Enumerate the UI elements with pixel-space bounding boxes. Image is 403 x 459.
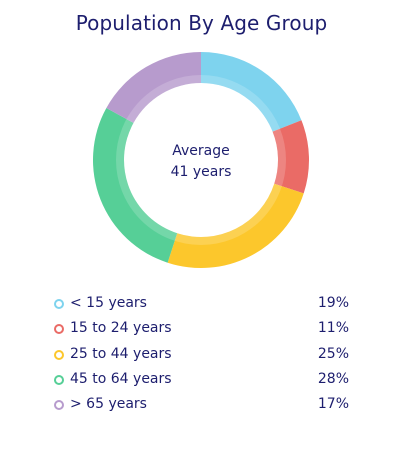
legend-marker-icon [54,349,64,360]
legend-value: 19% [317,295,349,311]
legend-marker-icon [54,400,64,411]
chart-title: Population By Age Group [75,11,328,35]
legend-marker-icon [54,374,64,385]
donut-slice-2 [167,183,304,269]
legend-label: 45 to 64 years [70,370,172,387]
donut-slice-3 [93,107,178,263]
legend-marker-icon [54,324,64,335]
legend-item-0[interactable]: < 15 years 19% [53,292,349,317]
donut-inner-shade [116,75,286,245]
legend-marker-icon [54,299,64,309]
legend-label: 25 to 44 years [70,345,172,362]
center-value: 41 years [170,164,232,180]
donut-slice-1 [272,120,309,194]
legend-item-2[interactable]: 25 to 44 years 25% [53,343,349,368]
legend-value: 25% [317,345,349,362]
donut-slice-4 [106,52,201,123]
center-label: Average [172,143,230,159]
legend-value: 28% [317,370,349,387]
donut-chart [93,52,309,269]
legend: < 15 years 19% 15 to 24 years 11% 25 to 44 y… [53,292,349,418]
legend-label: > 65 years [70,396,147,413]
legend-item-1[interactable]: 15 to 24 years 11% [53,317,349,342]
donut-slice-0 [201,52,302,132]
legend-label: 15 to 24 years [70,320,172,337]
legend-value: 17% [317,396,349,413]
legend-label: < 15 years [70,295,147,311]
legend-item-4[interactable]: > 65 years 17% [53,393,349,418]
legend-item-3[interactable]: 45 to 64 years 28% [53,368,349,393]
legend-value: 11% [317,320,349,337]
